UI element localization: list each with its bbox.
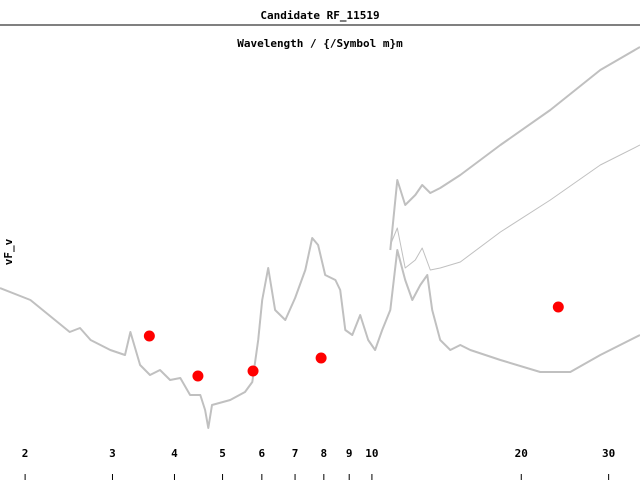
line — [389, 144, 640, 271]
data-point — [552, 301, 564, 313]
line — [389, 46, 640, 251]
x-tick-label: 6 — [259, 447, 266, 460]
data-point — [192, 370, 204, 382]
data-point — [315, 352, 327, 364]
x-tick-label: 20 — [515, 447, 528, 460]
x-tick-label: 2 — [22, 447, 29, 460]
x-tick-label: 9 — [346, 447, 353, 460]
x-tick-label: 5 — [219, 447, 226, 460]
x-tick-label: 30 — [602, 447, 615, 460]
x-tick-label: 8 — [321, 447, 328, 460]
chart-title: Candidate RF_11519 — [260, 9, 379, 22]
chart-subtitle: Wavelength / {/Symbol m}m — [237, 37, 403, 50]
data-point — [143, 330, 155, 342]
y-axis-label: vF_v — [2, 238, 15, 265]
line — [0, 237, 640, 429]
x-tick-label: 10 — [365, 447, 378, 460]
x-tick-label: 4 — [171, 447, 178, 460]
data-point — [247, 365, 259, 377]
x-tick-label: 3 — [109, 447, 116, 460]
x-tick-label: 7 — [292, 447, 299, 460]
